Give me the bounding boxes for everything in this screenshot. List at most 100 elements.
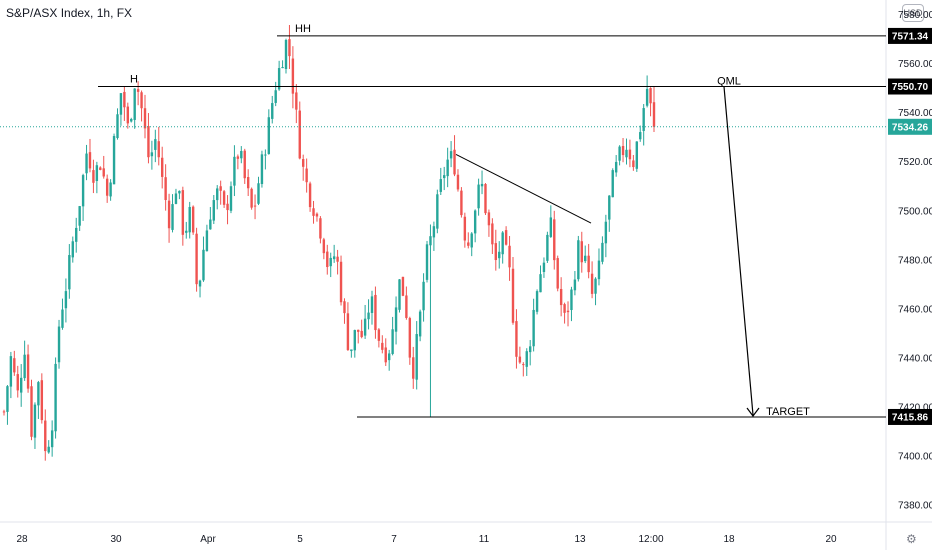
candle-body	[222, 191, 226, 205]
candle-body	[508, 245, 511, 268]
candle-body	[126, 106, 130, 124]
candle-body	[288, 39, 291, 57]
price-tag-level	[888, 408, 932, 425]
candle-body	[446, 159, 449, 177]
y-tick-label: 7420.00	[898, 402, 932, 413]
candle-body	[597, 260, 601, 280]
candle-body	[573, 279, 577, 291]
candle-body	[47, 446, 50, 453]
candle-body	[398, 279, 401, 310]
candle-body	[253, 205, 257, 207]
y-tick-label: 7440.00	[898, 353, 932, 364]
candle-body	[515, 321, 518, 357]
price-tag-label: 7415.86	[892, 412, 929, 423]
x-tick-label: 13	[574, 534, 586, 545]
candle-body	[88, 152, 92, 169]
candle-body	[336, 256, 339, 262]
candle-body	[535, 291, 539, 312]
annotation-hh: HH	[295, 23, 311, 35]
projection-arrow	[723, 86, 754, 416]
candle-body	[370, 296, 374, 314]
candle-body	[312, 208, 315, 216]
candle-body	[19, 377, 23, 393]
candle-body	[477, 184, 480, 209]
candle-body	[161, 157, 164, 177]
candle-body	[329, 257, 332, 267]
candle-body	[381, 342, 384, 350]
candle-body	[257, 183, 260, 204]
candle-body	[198, 280, 202, 287]
price-tag-label: 7550.70	[892, 82, 929, 93]
candle-body	[95, 165, 99, 181]
candle-body	[467, 242, 470, 246]
candle-body	[594, 278, 597, 294]
candle-body	[439, 179, 442, 192]
candle-body	[566, 310, 570, 313]
price-tag-level	[888, 78, 932, 95]
chart-title: S&P/ASX Index, 1h, FX	[6, 6, 133, 20]
candle-body	[277, 68, 281, 90]
candle-body	[559, 288, 563, 306]
candle-body	[418, 311, 422, 337]
x-tick-label: 20	[825, 534, 837, 545]
candle-body	[522, 364, 525, 366]
candle-body	[85, 153, 88, 174]
candle-body	[174, 193, 178, 204]
candle-body	[652, 102, 656, 127]
candle-body	[236, 156, 240, 159]
settings-gear-icon[interactable]: ⚙	[906, 532, 917, 546]
candle-body	[491, 223, 494, 245]
candle-body	[271, 103, 274, 119]
candle-body	[50, 430, 54, 448]
candle-body	[405, 295, 408, 318]
candle-body	[40, 380, 44, 421]
candle-body	[319, 218, 322, 239]
candle-body	[590, 273, 594, 294]
candle-body	[109, 182, 112, 197]
candle-body	[302, 159, 305, 167]
candle-body	[71, 241, 74, 258]
candle-body	[157, 141, 160, 158]
candle-body	[2, 411, 6, 413]
candle-body	[119, 93, 123, 115]
arrow-head-icon	[746, 407, 760, 417]
candle-body	[99, 167, 102, 170]
candle-body	[209, 219, 212, 230]
candle-body	[528, 346, 532, 353]
candle-body	[191, 206, 195, 233]
candle-body	[37, 382, 40, 406]
candle-body	[532, 309, 535, 347]
candle-body	[178, 190, 181, 194]
candle-body	[61, 309, 64, 328]
candle-body	[553, 219, 556, 261]
candle-body	[642, 108, 645, 131]
annotation-target: TARGET	[766, 406, 810, 418]
candle-body	[556, 258, 559, 289]
candle-body	[212, 200, 215, 221]
candle-body	[542, 262, 546, 272]
candle-body	[171, 204, 174, 230]
candle-body	[456, 174, 460, 190]
candle-body	[387, 353, 391, 361]
price-tag-level	[888, 27, 932, 44]
candle-body	[518, 356, 522, 363]
candle-body	[188, 206, 191, 233]
y-tick-label: 7380.00	[898, 500, 932, 511]
candle-body	[195, 233, 198, 285]
candle-body	[260, 154, 264, 185]
candle-body	[608, 195, 611, 220]
candle-body	[30, 386, 33, 437]
candle-body	[614, 161, 618, 173]
candle-body	[216, 188, 219, 201]
x-tick-label: 12:00	[638, 534, 663, 545]
candle-body	[130, 118, 133, 122]
candle-body	[167, 200, 171, 229]
y-tick-label: 7500.00	[898, 206, 932, 217]
candle-body	[601, 242, 604, 262]
candle-body	[202, 249, 205, 281]
currency-button[interactable]: USD	[902, 4, 924, 22]
candle-body	[429, 236, 432, 246]
candle-body	[147, 126, 150, 158]
